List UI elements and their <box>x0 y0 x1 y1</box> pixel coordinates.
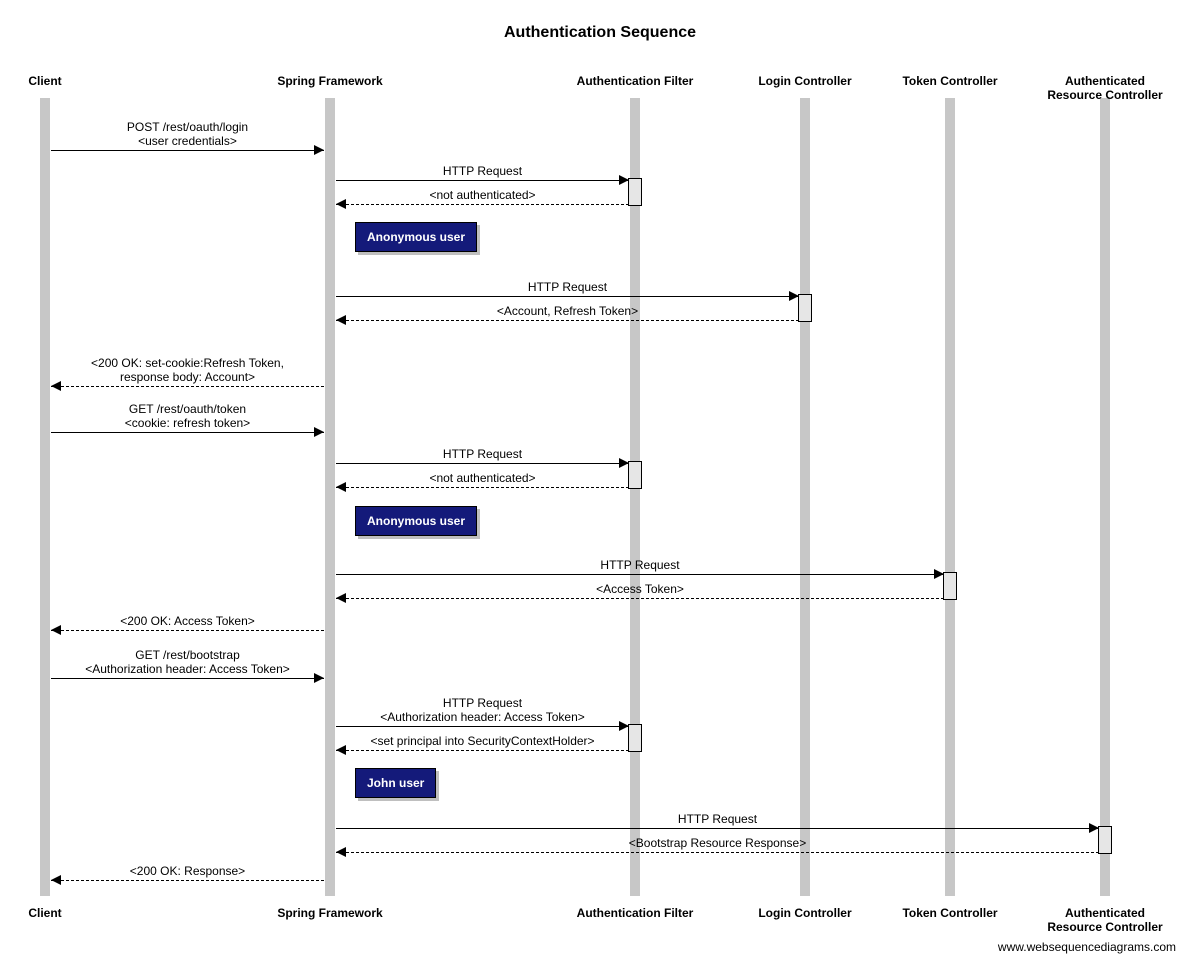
arrow-head-icon <box>1089 823 1099 833</box>
message-label-15: HTTP Request <Authorization header: Acce… <box>310 696 655 725</box>
arrow-head-icon <box>336 199 346 209</box>
participant-bottom-filter: Authentication Filter <box>555 906 715 920</box>
arrow-head-icon <box>619 175 629 185</box>
diagram-title: Authentication Sequence <box>0 24 1200 42</box>
arrow-head-icon <box>314 673 324 683</box>
arrow-head-icon <box>314 427 324 437</box>
note-3: Anonymous user <box>355 222 477 252</box>
lifeline-login <box>800 98 810 896</box>
message-line-16 <box>336 750 629 751</box>
message-label-6: <200 OK: set-cookie:Refresh Token, respo… <box>25 356 350 385</box>
message-line-13 <box>51 630 324 631</box>
message-label-19: <Bootstrap Resource Response> <box>310 836 1125 850</box>
message-line-8 <box>336 463 629 464</box>
participant-top-filter: Authentication Filter <box>555 74 715 88</box>
message-line-0 <box>51 150 324 151</box>
activation-token-3 <box>943 572 957 600</box>
message-line-6 <box>51 386 324 387</box>
message-label-12: <Access Token> <box>310 582 970 596</box>
participant-bottom-token: Token Controller <box>870 906 1030 920</box>
lifeline-spring <box>325 98 335 896</box>
message-label-7: GET /rest/oauth/token <cookie: refresh t… <box>25 402 350 431</box>
message-line-11 <box>336 574 944 575</box>
activation-filter-0 <box>628 178 642 206</box>
message-line-4 <box>336 296 799 297</box>
message-label-1: HTTP Request <box>310 164 655 178</box>
activation-login-1 <box>798 294 812 322</box>
participant-top-token: Token Controller <box>870 74 1030 88</box>
participant-bottom-spring: Spring Framework <box>250 906 410 920</box>
participant-top-client: Client <box>0 74 125 88</box>
sequence-diagram: Authentication Sequence Client Client Spri… <box>0 0 1200 964</box>
participant-bottom-resctl: Authenticated Resource Controller <box>1025 906 1185 935</box>
message-line-15 <box>336 726 629 727</box>
message-line-1 <box>336 180 629 181</box>
message-line-2 <box>336 204 629 205</box>
arrow-head-icon <box>336 745 346 755</box>
participant-bottom-client: Client <box>0 906 125 920</box>
message-label-11: HTTP Request <box>310 558 970 572</box>
arrow-head-icon <box>934 569 944 579</box>
message-line-9 <box>336 487 629 488</box>
arrow-head-icon <box>51 625 61 635</box>
message-line-12 <box>336 598 944 599</box>
message-label-20: <200 OK: Response> <box>25 864 350 878</box>
message-label-8: HTTP Request <box>310 447 655 461</box>
lifeline-resctl <box>1100 98 1110 896</box>
message-line-5 <box>336 320 799 321</box>
arrow-head-icon <box>336 482 346 492</box>
message-label-4: HTTP Request <box>310 280 825 294</box>
message-label-16: <set principal into SecurityContextHolde… <box>310 734 655 748</box>
message-label-2: <not authenticated> <box>310 188 655 202</box>
activation-filter-4 <box>628 724 642 752</box>
participant-top-resctl: Authenticated Resource Controller <box>1025 74 1185 103</box>
arrow-head-icon <box>336 593 346 603</box>
lifeline-filter <box>630 98 640 896</box>
arrow-head-icon <box>619 458 629 468</box>
message-line-20 <box>51 880 324 881</box>
lifeline-token <box>945 98 955 896</box>
footer-credit: www.websequencediagrams.com <box>998 940 1176 954</box>
activation-filter-2 <box>628 461 642 489</box>
message-label-18: HTTP Request <box>310 812 1125 826</box>
participant-top-login: Login Controller <box>725 74 885 88</box>
message-line-14 <box>51 678 324 679</box>
arrow-head-icon <box>51 875 61 885</box>
arrow-head-icon <box>51 381 61 391</box>
arrow-head-icon <box>336 315 346 325</box>
arrow-head-icon <box>314 145 324 155</box>
note-17: John user <box>355 768 436 798</box>
arrow-head-icon <box>619 721 629 731</box>
message-line-18 <box>336 828 1099 829</box>
message-line-7 <box>51 432 324 433</box>
participant-top-spring: Spring Framework <box>250 74 410 88</box>
message-line-19 <box>336 852 1099 853</box>
message-label-13: <200 OK: Access Token> <box>25 614 350 628</box>
activation-resctl-5 <box>1098 826 1112 854</box>
arrow-head-icon <box>789 291 799 301</box>
message-label-14: GET /rest/bootstrap <Authorization heade… <box>25 648 350 677</box>
message-label-5: <Account, Refresh Token> <box>310 304 825 318</box>
message-label-0: POST /rest/oauth/login <user credentials… <box>25 120 350 149</box>
participant-bottom-login: Login Controller <box>725 906 885 920</box>
note-10: Anonymous user <box>355 506 477 536</box>
message-label-9: <not authenticated> <box>310 471 655 485</box>
lifeline-client <box>40 98 50 896</box>
arrow-head-icon <box>336 847 346 857</box>
